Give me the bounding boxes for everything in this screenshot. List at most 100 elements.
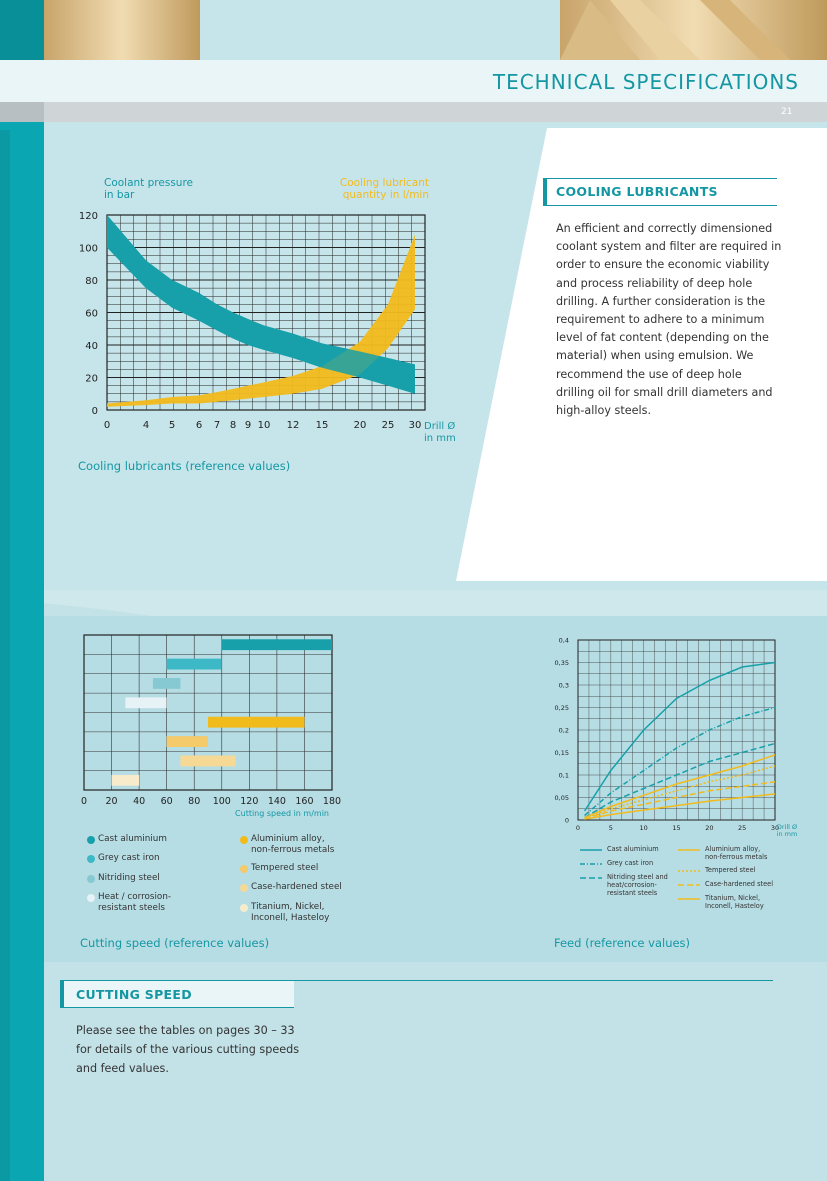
legend-swatch (87, 855, 95, 863)
band-pressure-overlay (107, 215, 415, 394)
x-tick-label: 20 (705, 824, 713, 832)
legend-swatch (678, 849, 700, 851)
y-tick-label: 0 (565, 817, 569, 825)
plot-frame (577, 639, 776, 821)
feed-line (584, 793, 776, 820)
cutting-text: Please see the tables on pages 30 – 33 f… (76, 1024, 300, 1075)
x-tick-label: 15 (672, 824, 680, 832)
cutting-speed-caption: Cutting speed (reference values) (80, 936, 270, 950)
x-tick-label: 180 (323, 796, 341, 807)
legend-label: Titanium, Nickel, Inconell, Hasteloy (251, 902, 330, 923)
range-bar (166, 658, 222, 670)
y-tick-label: 80 (85, 276, 98, 287)
x-tick-label: 9 (245, 420, 251, 431)
x-axis-label-unit: in mm (777, 830, 798, 838)
legend-label: Aluminium alloy, non-ferrous metals (251, 834, 335, 855)
legend-swatch (580, 849, 602, 851)
y-tick-label: 0,25 (555, 704, 569, 712)
y-axis-label-unit: in bar (104, 189, 135, 201)
range-bar (125, 697, 167, 709)
cooling-chart: 0 20 40 60 80 100 120 0 4 5 6 7 8 9 10 12 15 20 25 30 Coolan… (79, 177, 456, 444)
cooling-text: An efficient and correctly dimensioned c… (556, 222, 782, 418)
legend-label: Case-hardened steel (251, 882, 342, 892)
x-tick-label: 4 (143, 420, 149, 431)
x-tick-label: 8 (230, 420, 236, 431)
cutting-heading: CUTTING SPEED (76, 987, 192, 1002)
legend-label: Nitriding steel and heat/corrosion- resi… (607, 873, 668, 897)
plot-frame (83, 634, 333, 791)
legend-swatch (580, 863, 602, 865)
legend-label: Aluminium alloy, non-ferrous metals (705, 845, 768, 861)
y-tick-label: 100 (79, 244, 98, 255)
x-tick-label: 160 (295, 796, 313, 807)
legend-swatch (87, 894, 95, 902)
legend-swatch (240, 884, 248, 892)
y-tick-label: 0,3 (559, 682, 569, 690)
x-tick-label: 6 (196, 420, 202, 431)
x-tick-label: 25 (382, 420, 395, 431)
x-tick-label: 0 (81, 796, 87, 807)
feed-line (583, 661, 776, 812)
y-tick-label: 120 (79, 211, 98, 222)
legend-swatch (240, 836, 248, 844)
legend-label: Tempered steel (705, 866, 756, 874)
legend-swatch (87, 875, 95, 883)
x-tick-label: 5 (609, 824, 613, 832)
y-tick-label: 0,35 (555, 659, 569, 667)
feed-line (584, 706, 776, 817)
feed-chart: 0 0,05 0,1 0,15 0,2 0,25 0,3 0,35 0,4 0 5 10 15 20 25 3… (555, 637, 798, 839)
legend-label: Cast aluminium (98, 834, 167, 844)
cooling-heading: COOLING LUBRICANTS (556, 184, 718, 199)
x-tick-label: 20 (354, 420, 367, 431)
legend-label: Grey cast iron (98, 853, 160, 863)
y2-axis-label: Cooling lubricant (340, 177, 429, 189)
x-tick-label: 100 (213, 796, 231, 807)
x-tick-label: 10 (640, 824, 648, 832)
legend-label: Cast aluminium (607, 845, 659, 853)
cooling-heading-box: COOLING LUBRICANTS (543, 178, 777, 206)
page-header-title: TECHNICAL SPECIFICATIONS (492, 70, 799, 94)
range-bar (180, 755, 236, 767)
feed-line (584, 742, 776, 819)
page-number: 21 (781, 107, 793, 117)
y-tick-label: 0,15 (555, 749, 569, 757)
feed-caption: Feed (reference values) (554, 936, 691, 950)
legend-swatch (240, 865, 248, 873)
legend-label: Grey cast iron (607, 859, 654, 867)
legend-label: Case-hardened steel (705, 880, 774, 888)
legend-label: Tempered steel (251, 863, 319, 873)
x-tick-label: 25 (738, 824, 746, 832)
x-tick-label: 60 (161, 796, 173, 807)
legend-label: Nitriding steel (98, 873, 160, 883)
x-tick-label: 40 (133, 796, 145, 807)
legend-label: Titanium, Nickel, Inconell, Hasteloy (705, 894, 764, 910)
legend-swatch (678, 898, 700, 900)
range-bar (111, 774, 140, 786)
x-tick-label: 7 (214, 420, 220, 431)
x-tick-label: 10 (258, 420, 271, 431)
y-tick-label: 20 (85, 374, 98, 385)
x-axis-label: Cutting speed in m/min (235, 809, 329, 818)
plot-frame (106, 214, 426, 411)
x-tick-label: 12 (287, 420, 300, 431)
y2-axis-label-unit: quantity in l/min (343, 189, 429, 201)
range-bar (152, 678, 181, 689)
legend-label: Heat / corrosion- resistant steels (98, 892, 172, 913)
x-tick-label: 0 (104, 420, 110, 431)
x-tick-label: 20 (106, 796, 118, 807)
y-tick-label: 0 (92, 406, 98, 417)
cutting-heading-box: CUTTING SPEED (60, 980, 294, 1008)
legend-swatch (580, 877, 602, 879)
legend-swatch (678, 870, 700, 872)
x-axis-label: Drill Ø (424, 420, 455, 432)
y-tick-label: 0,1 (559, 772, 569, 780)
range-bar (208, 716, 305, 728)
x-tick-label: 140 (268, 796, 286, 807)
cooling-chart-caption: Cooling lubricants (reference values) (78, 459, 291, 473)
y-tick-label: 60 (85, 309, 98, 320)
legend-swatch (240, 904, 248, 912)
feed-line (584, 754, 776, 819)
y-tick-label: 40 (85, 341, 98, 352)
x-tick-label: 80 (188, 796, 200, 807)
legend-swatch (678, 884, 700, 886)
